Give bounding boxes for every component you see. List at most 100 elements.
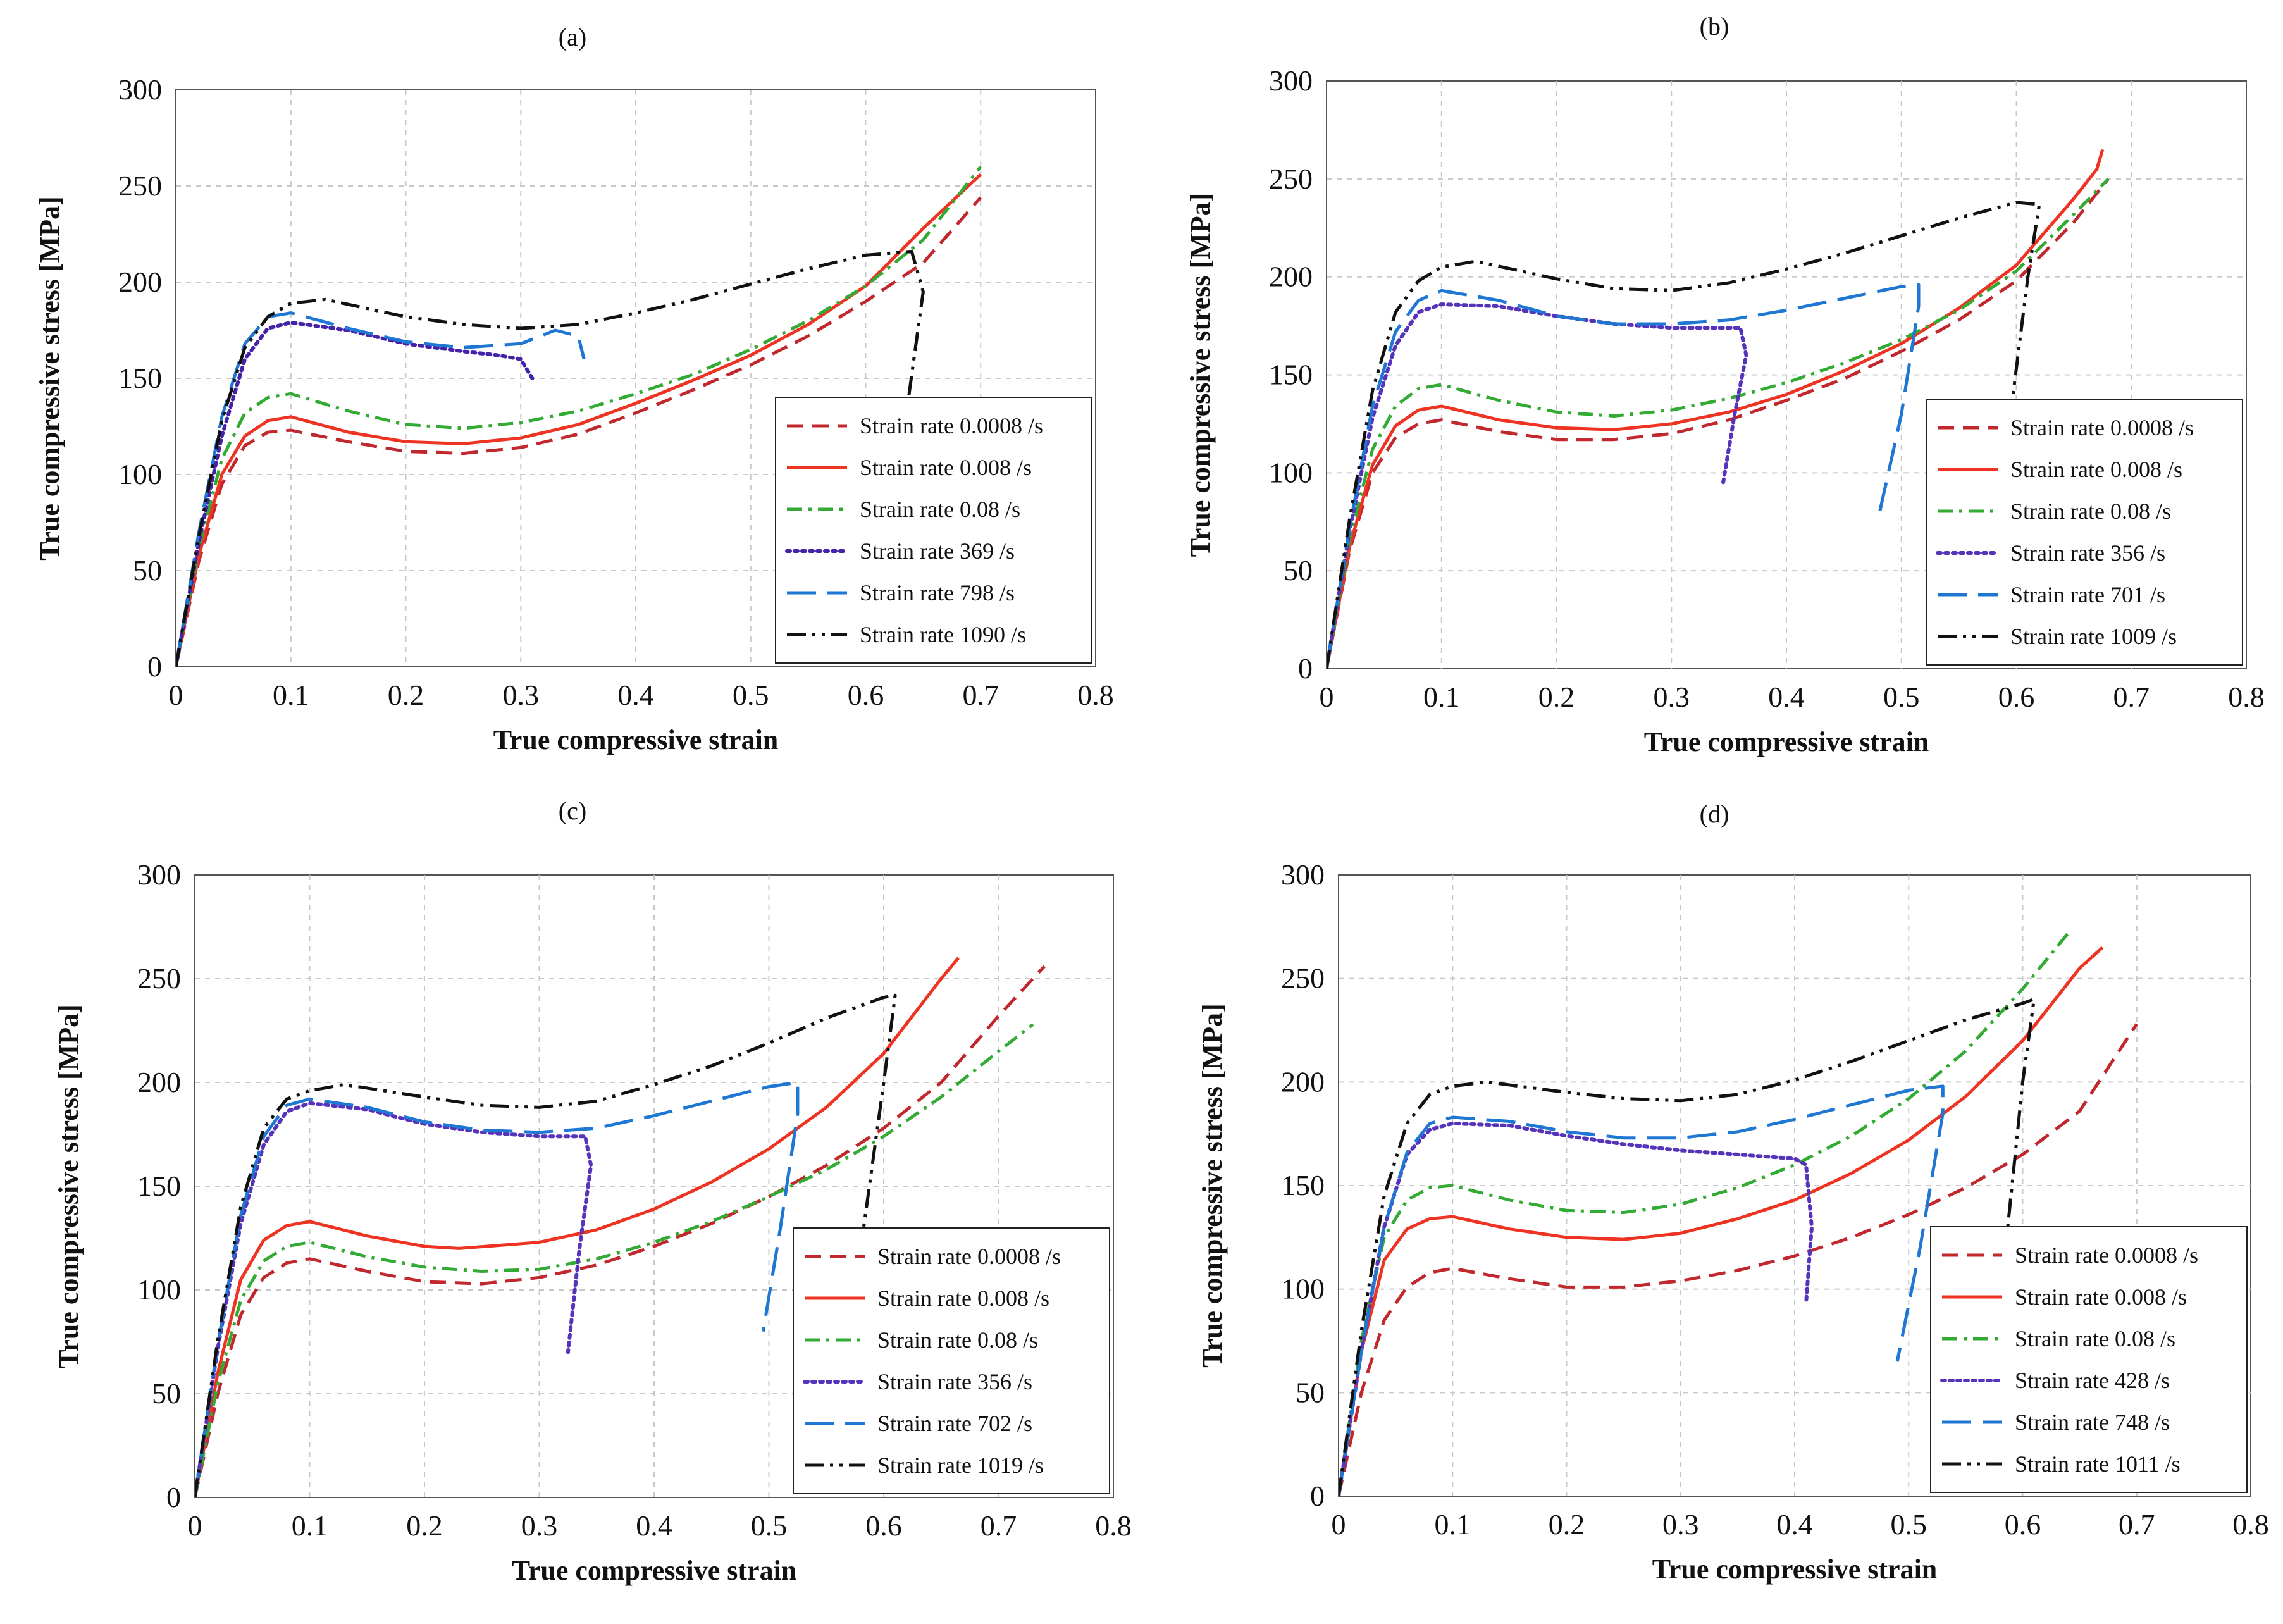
legend-label: Strain rate 0.008 /s [2010, 457, 2182, 482]
x-tick-label: 0.2 [1549, 1508, 1585, 1540]
series-line-5 [176, 311, 586, 667]
x-tick-label: 0.1 [1435, 1508, 1471, 1540]
series-line-4 [1327, 302, 1748, 669]
legend-box [775, 397, 1092, 664]
panel-label: (a) [559, 23, 586, 51]
legend-box [1926, 399, 2243, 666]
y-tick-label: 100 [118, 458, 162, 490]
series-line-2 [1327, 149, 2105, 669]
x-tick-label: 0.6 [865, 1509, 902, 1542]
y-tick-label: 300 [118, 73, 162, 106]
legend-label: Strain rate 0.08 /s [2015, 1326, 2175, 1351]
series-line-6 [176, 249, 925, 667]
legend-label: Strain rate 1011 /s [2015, 1451, 2181, 1477]
y-axis-title: True compressive stress [MPa] [53, 1004, 84, 1368]
x-tick-label: 0.7 [963, 679, 999, 711]
x-tick-label: 0.7 [2113, 681, 2150, 713]
y-axis-title: True compressive stress [MPa] [1197, 1003, 1228, 1368]
chart-panel-3: (c) 0 0.1 0.2 0.3 0.4 0.5 0.6 0.7 0.8 0 50 100 150 200… [53, 797, 1132, 1586]
series-line-5 [195, 1081, 800, 1497]
series-line-5 [1339, 1084, 1945, 1496]
y-tick-label: 50 [152, 1377, 181, 1410]
series-line-6 [195, 993, 897, 1497]
x-tick-label: 0.5 [1883, 681, 1920, 713]
legend-label: Strain rate 748 /s [2015, 1410, 2170, 1435]
series-line-1 [1339, 1023, 2138, 1496]
chart-panel-4: (d) 0 0.1 0.2 0.3 0.4 0.5 0.6 0.7 0.8 0 50 100 150 200… [1197, 800, 2269, 1585]
x-tick-label: 0.8 [2228, 681, 2265, 713]
x-tick-label: 0.8 [2232, 1508, 2269, 1540]
x-tick-label: 0.1 [1423, 681, 1460, 713]
chart-panel-2: (b) 0 0.1 0.2 0.3 0.4 0.5 0.6 0.7 0.8 0 50 100 150 200… [1185, 12, 2265, 757]
x-tick-label: 0.2 [1538, 681, 1575, 713]
x-tick-label: 0.7 [2119, 1508, 2155, 1540]
legend-label: Strain rate 0.0008 /s [860, 413, 1043, 438]
legend: Strain rate 0.0008 /s Strain rate 0.008 /… [1926, 399, 2243, 666]
series-line-3 [1339, 932, 2070, 1496]
series-line-4 [195, 1101, 593, 1497]
y-tick-label: 100 [1281, 1273, 1325, 1305]
y-tick-label: 300 [1281, 858, 1325, 891]
legend-label: Strain rate 0.0008 /s [2015, 1243, 2198, 1268]
y-tick-label: 200 [1281, 1065, 1325, 1098]
x-tick-label: 0.8 [1095, 1509, 1132, 1542]
legend-label: Strain rate 356 /s [2010, 540, 2165, 566]
series-line-1 [195, 965, 1046, 1497]
y-tick-label: 300 [1269, 65, 1313, 97]
legend: Strain rate 0.0008 /s Strain rate 0.008 /… [1930, 1226, 2248, 1493]
y-tick-label: 50 [133, 554, 162, 586]
legend-label: Strain rate 0.08 /s [2010, 499, 2171, 524]
y-axis-title: True compressive stress [MPa] [34, 196, 65, 561]
x-axis-title: True compressive strain [512, 1555, 797, 1586]
x-tick-label: 0.1 [292, 1509, 328, 1542]
y-tick-label: 150 [1269, 359, 1313, 391]
y-tick-label: 300 [137, 858, 181, 891]
y-tick-label: 200 [118, 266, 162, 298]
series-line-4 [176, 320, 535, 667]
series-line-3 [176, 166, 982, 667]
x-tick-label: 0 [1320, 681, 1334, 713]
x-tick-label: 0.5 [751, 1509, 788, 1542]
x-tick-label: 0.6 [848, 679, 884, 711]
series-line-2 [195, 957, 960, 1497]
y-tick-label: 150 [1281, 1169, 1325, 1201]
x-axis-title: True compressive strain [493, 724, 779, 755]
legend-label: Strain rate 1090 /s [860, 622, 1026, 647]
y-tick-label: 150 [118, 362, 162, 394]
y-tick-label: 0 [1298, 652, 1313, 685]
y-tick-label: 250 [137, 962, 181, 995]
x-tick-label: 0.8 [1077, 679, 1114, 711]
y-tick-label: 150 [137, 1170, 181, 1202]
legend-label: Strain rate 0.008 /s [2015, 1284, 2187, 1310]
x-tick-label: 0.2 [388, 679, 424, 711]
x-tick-label: 0.4 [636, 1509, 672, 1542]
y-tick-label: 250 [1281, 962, 1325, 995]
legend-label: Strain rate 1009 /s [2010, 624, 2177, 649]
x-tick-label: 0 [1332, 1508, 1346, 1540]
x-tick-label: 0.6 [1998, 681, 2035, 713]
legend-box [1930, 1226, 2248, 1493]
y-tick-label: 50 [1284, 554, 1313, 586]
series-line-2 [176, 173, 982, 667]
x-tick-label: 0 [169, 679, 183, 711]
x-tick-label: 0.4 [1776, 1508, 1813, 1540]
series-line-6 [1327, 201, 2041, 669]
legend-label: Strain rate 356 /s [877, 1369, 1032, 1394]
series-line-6 [1339, 997, 2036, 1496]
legend-label: Strain rate 0.008 /s [877, 1286, 1049, 1311]
x-tick-label: 0 [188, 1509, 202, 1542]
series-line-3 [195, 1023, 1034, 1497]
x-tick-label: 0.5 [1891, 1508, 1927, 1540]
x-tick-label: 0.4 [617, 679, 654, 711]
legend: Strain rate 0.0008 /s Strain rate 0.008 /… [793, 1227, 1110, 1494]
x-tick-label: 0.3 [1662, 1508, 1699, 1540]
legend-box [793, 1227, 1110, 1494]
panel-label: (b) [1700, 12, 1729, 40]
x-tick-label: 0.3 [1654, 681, 1690, 713]
series-line-2 [1339, 946, 2104, 1496]
y-tick-label: 0 [147, 650, 162, 683]
legend-label: Strain rate 0.08 /s [860, 497, 1020, 522]
legend-label: Strain rate 701 /s [2010, 582, 2165, 607]
y-tick-label: 50 [1296, 1376, 1325, 1408]
series-line-1 [176, 196, 982, 667]
